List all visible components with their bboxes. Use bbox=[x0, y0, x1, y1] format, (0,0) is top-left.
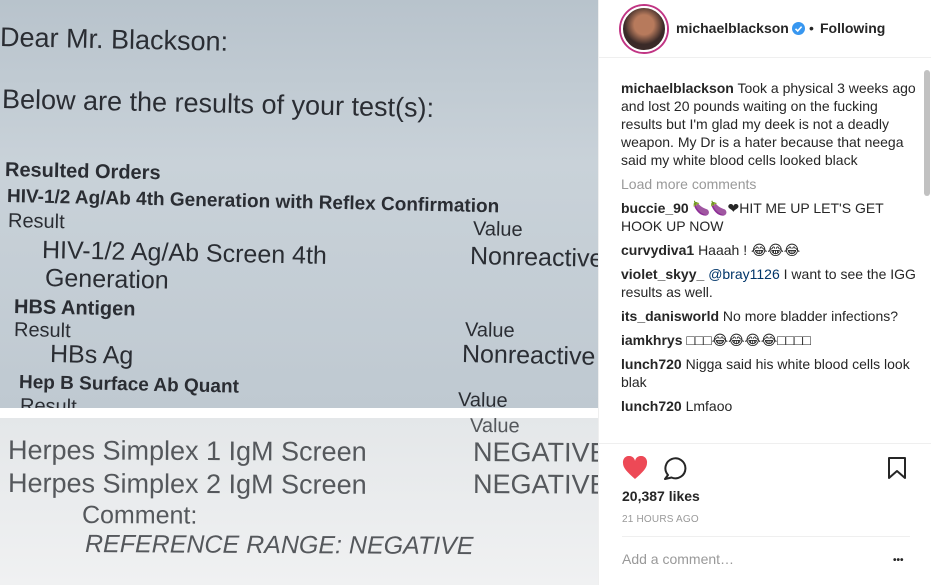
photo-text: Result bbox=[13, 319, 71, 343]
photo-text: Value bbox=[457, 389, 508, 408]
comment: its_danisworld No more bladder infection… bbox=[621, 307, 917, 325]
comment-list: buccie_90 🍆🍆❤HIT ME UP LET'S GET HOOK UP… bbox=[621, 199, 917, 415]
actions: 20,387 likes 21 HOURS AGO Add a comment…… bbox=[599, 443, 931, 586]
load-more[interactable]: Load more comments bbox=[621, 176, 757, 192]
photo-text: Nonreactive bbox=[469, 242, 598, 273]
comments-area: michaelblackson Took a physical 3 weeks … bbox=[621, 79, 917, 443]
comment-text: I want to see the IGG results as well. bbox=[621, 266, 916, 300]
photo-text: Comment: bbox=[81, 501, 198, 530]
photo-text: Resulted Orders bbox=[4, 159, 161, 185]
post-panel: michaelblackson • Following michaelblack… bbox=[598, 0, 931, 585]
photo-text: Value bbox=[464, 319, 515, 343]
comment-user[interactable]: iamkhrys bbox=[621, 332, 683, 348]
avatar[interactable] bbox=[621, 6, 667, 52]
caption-text: Took a physical 3 weeks ago and lost 20 … bbox=[621, 80, 916, 168]
comment-button[interactable] bbox=[663, 456, 687, 480]
comment-text: Nigga said his white blood cells look bl… bbox=[621, 356, 910, 390]
photo-top: Dear Mr. Blackson: Below are the results… bbox=[0, 0, 598, 408]
photo-text: Value bbox=[472, 218, 523, 242]
photo-text: HBs Ag bbox=[49, 340, 134, 370]
timestamp: 21 HOURS AGO bbox=[622, 514, 699, 525]
username[interactable]: michaelblackson bbox=[676, 20, 789, 36]
photo-text: Hep B Surface Ab Quant bbox=[18, 372, 240, 398]
comment-user[interactable]: violet_skyy_ bbox=[621, 266, 705, 282]
comment: lunch720 Lmfaoo bbox=[621, 397, 917, 415]
photo-text: Herpes Simplex 1 IgM Screen bbox=[7, 435, 367, 467]
photo-text: HIV-1/2 Ag/Ab 4th Generation with Reflex… bbox=[6, 186, 500, 218]
comment-user[interactable]: its_danisworld bbox=[621, 308, 720, 324]
photo-text: Result bbox=[7, 210, 65, 234]
verified-badge bbox=[792, 22, 805, 35]
photo-text: REFERENCE RANGE: NEGATIVE bbox=[84, 530, 474, 561]
comment: curvydiva1 Haaah ! 😂😂😂 bbox=[621, 241, 917, 259]
comment-text: □□□😂😂😂😂□□□□ bbox=[686, 332, 812, 348]
photo-text: Generation bbox=[44, 264, 169, 295]
comment-user[interactable]: buccie_90 bbox=[621, 200, 689, 216]
photo-text: Value bbox=[469, 418, 520, 438]
caption: michaelblackson Took a physical 3 weeks … bbox=[621, 79, 917, 169]
post-header: michaelblackson • Following bbox=[599, 0, 931, 58]
comment-text: Haaah ! 😂😂😂 bbox=[698, 242, 801, 258]
photo-text: Nonreactive bbox=[461, 340, 596, 371]
photo-text: HBS Antigen bbox=[13, 296, 136, 321]
photo-bottom: Value Herpes Simplex 1 IgM Screen NEGATI… bbox=[0, 418, 598, 585]
photo-text: Below are the results of your test(s): bbox=[1, 84, 435, 124]
mention[interactable]: @bray1126 bbox=[708, 266, 780, 282]
photo-text: NEGATIVE bbox=[472, 437, 598, 468]
scrollbar bbox=[924, 70, 930, 196]
photo-text: NEGATIVE bbox=[472, 469, 598, 500]
more-options[interactable]: ••• bbox=[893, 555, 904, 566]
username[interactable]: michaelblackson bbox=[621, 80, 734, 96]
post-photo: Dear Mr. Blackson: Below are the results… bbox=[0, 0, 598, 585]
like-button[interactable] bbox=[622, 456, 648, 480]
comment-text: 🍆🍆❤HIT ME UP LET'S GET HOOK UP NOW bbox=[621, 200, 884, 234]
save-button[interactable] bbox=[887, 456, 907, 480]
comment-text: Lmfaoo bbox=[685, 398, 733, 414]
add-comment[interactable]: Add a comment… bbox=[622, 551, 735, 567]
follow-status[interactable]: Following bbox=[820, 20, 886, 36]
photo-text: Herpes Simplex 2 IgM Screen bbox=[7, 468, 367, 500]
separator: • bbox=[809, 20, 814, 36]
likes[interactable]: 20,387 likes bbox=[622, 488, 700, 504]
photo-text: Dear Mr. Blackson: bbox=[0, 22, 229, 57]
comment: lunch720 Nigga said his white blood cell… bbox=[621, 355, 917, 391]
photo-text: Result bbox=[19, 395, 77, 408]
comment: iamkhrys □□□😂😂😂😂□□□□ bbox=[621, 331, 917, 349]
comment-text: No more bladder infections? bbox=[722, 308, 899, 324]
comment-user[interactable]: lunch720 bbox=[621, 398, 682, 414]
comment-user[interactable]: lunch720 bbox=[621, 356, 682, 372]
comment: violet_skyy_ @bray1126 I want to see the… bbox=[621, 265, 917, 301]
comment-user[interactable]: curvydiva1 bbox=[621, 242, 695, 258]
comment: buccie_90 🍆🍆❤HIT ME UP LET'S GET HOOK UP… bbox=[621, 199, 917, 235]
